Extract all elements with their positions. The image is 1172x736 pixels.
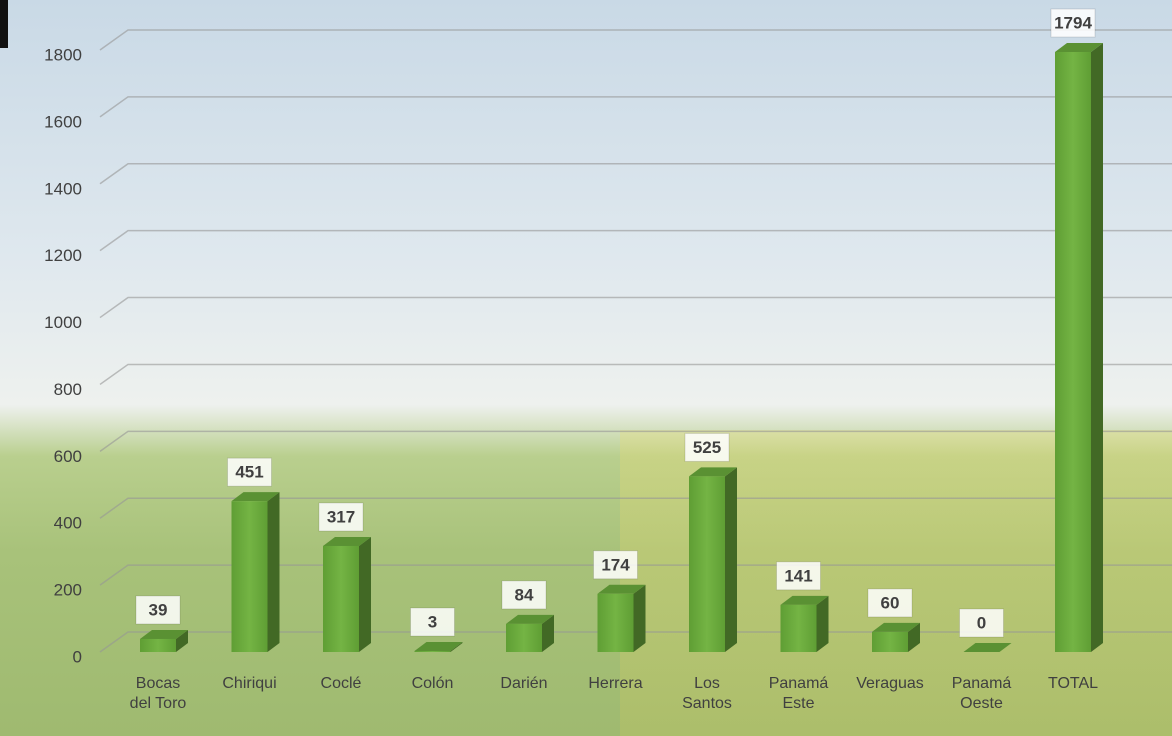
bar-face [872, 631, 908, 652]
x-tick-label: Chiriqui [222, 675, 277, 692]
grid-line [99, 497, 1172, 519]
bar-face [140, 629, 188, 639]
bar [597, 584, 646, 652]
grid-line [99, 96, 1172, 118]
bar-face [689, 467, 737, 477]
bar-face [780, 604, 817, 652]
bar [506, 614, 554, 652]
y-tick-label: 800 [54, 380, 82, 399]
data-label: 0 [977, 613, 986, 632]
bar-face [872, 622, 920, 632]
data-label: 141 [784, 566, 812, 585]
data-label: 525 [693, 438, 721, 457]
y-tick-label: 1600 [44, 112, 82, 131]
grid-line [99, 29, 1172, 51]
data-label: 60 [881, 593, 900, 612]
y-tick-label: 1000 [44, 313, 82, 332]
bar-face [231, 501, 268, 652]
x-tick-label: Los Santos [682, 675, 732, 712]
bar-face [633, 584, 646, 652]
bar-face [450, 641, 463, 652]
x-tick-label: Bocas del Toro [129, 675, 187, 712]
bar-face [231, 492, 280, 502]
bar [414, 641, 463, 652]
grid-line [99, 564, 1172, 586]
bar-face [506, 623, 542, 652]
data-label-box [501, 580, 547, 610]
y-tick-label: 1400 [44, 179, 82, 198]
bar-face [506, 614, 554, 624]
bar-face [597, 584, 646, 594]
grid-line [99, 296, 1172, 319]
grid-line [99, 430, 1172, 452]
y-tick-label: 400 [54, 514, 82, 533]
x-tick-label: Herrera [588, 675, 643, 692]
data-label: 39 [149, 600, 168, 619]
bar [780, 595, 829, 652]
bar-face [267, 492, 280, 652]
bar-face [414, 641, 463, 651]
y-tick-label: 600 [54, 447, 82, 466]
bar-face [140, 638, 176, 652]
bar-face [542, 614, 554, 652]
data-label-box [776, 561, 821, 591]
y-tick-label: 0 [73, 647, 82, 666]
bar [1055, 43, 1103, 653]
bar-face [414, 650, 451, 652]
data-label: 174 [601, 555, 630, 574]
data-label-box [318, 502, 364, 532]
data-label: 317 [327, 507, 355, 526]
data-label-box [227, 457, 272, 487]
x-tick-label: Veraguas [856, 675, 924, 692]
data-label-box [135, 595, 181, 625]
x-tick-label: Darién [500, 675, 548, 692]
y-tick-label: 200 [54, 581, 82, 600]
x-tick-label: Colón [411, 675, 454, 692]
data-label: 3 [428, 612, 437, 631]
bar-face [908, 622, 920, 652]
bar [231, 492, 280, 652]
corner-block [0, 0, 8, 48]
data-label-box [867, 588, 913, 618]
bar-face [816, 595, 829, 652]
bar [963, 643, 1012, 652]
x-tick-label: Coclé [320, 675, 362, 692]
data-label: 1794 [1054, 13, 1092, 32]
bar-face [359, 536, 371, 652]
bar-face [176, 629, 188, 652]
x-tick-label: Panamá Oeste [951, 675, 1012, 712]
bar [140, 629, 188, 652]
bar-face [1091, 43, 1103, 653]
bar-face [725, 467, 737, 652]
data-label: 84 [515, 585, 534, 604]
grid-line [99, 163, 1172, 185]
data-label: 451 [235, 463, 263, 482]
bar-face [323, 536, 371, 546]
grid-line [99, 363, 1172, 386]
data-label-box [959, 608, 1004, 638]
bar-face [323, 545, 359, 652]
bar [323, 536, 371, 652]
y-tick-label: 1200 [44, 246, 82, 265]
data-label-box [684, 432, 730, 462]
bar-face [689, 476, 725, 652]
bar-face [597, 593, 634, 652]
grid-line [99, 229, 1172, 252]
data-label-box [410, 607, 455, 637]
bar-face [780, 595, 829, 605]
x-tick-label: Panamá Este [768, 675, 829, 712]
data-label-box [1050, 8, 1096, 38]
bar-face [1055, 52, 1091, 653]
data-label-box [593, 550, 638, 580]
bar-face [1055, 43, 1103, 53]
bar-face [963, 643, 1012, 652]
bar [689, 467, 737, 652]
y-tick-label: 1800 [44, 45, 82, 64]
x-tick-label: TOTAL [1047, 675, 1099, 692]
bar [872, 622, 920, 652]
